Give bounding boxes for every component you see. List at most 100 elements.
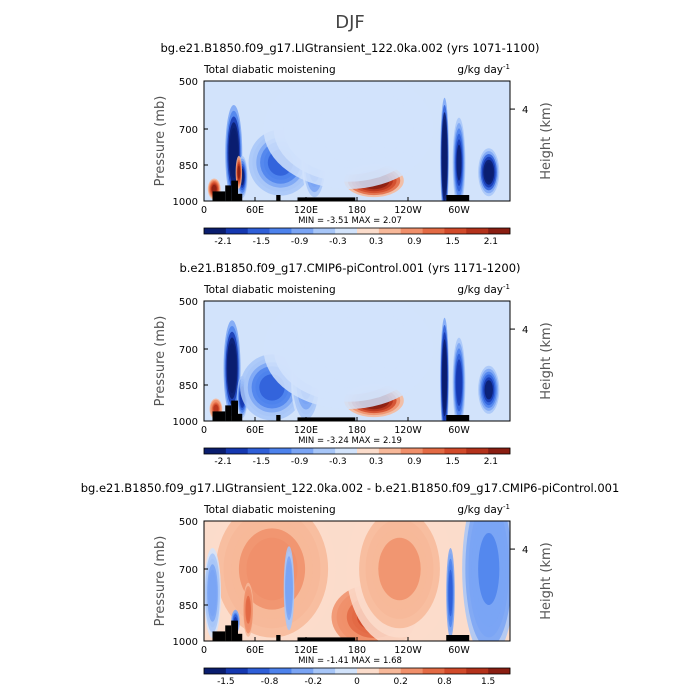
topography-block: [225, 625, 232, 641]
y-tick-label: 850: [179, 601, 198, 612]
x-tick-label: 180: [348, 425, 366, 436]
colorbar-swatch: [335, 228, 358, 234]
colorbar-swatch: [269, 228, 292, 234]
x-tick-label: 60E: [246, 425, 264, 436]
colorbar-label: 2.1: [484, 237, 498, 247]
colorbar-swatch: [422, 228, 445, 234]
colorbar-swatch: [378, 448, 402, 454]
topography-block: [238, 633, 243, 641]
y-tick-label: 700: [179, 125, 198, 136]
min-max-label: MIN = -1.41 MAX = 1.68: [298, 656, 402, 666]
topography-block: [231, 400, 238, 421]
y-tick-label: 700: [179, 565, 198, 576]
y-tick-label: 500: [179, 517, 198, 528]
x-tick-label: 120W: [394, 205, 422, 216]
min-max-label: MIN = -3.51 MAX = 2.07: [298, 216, 402, 226]
colorbar-swatch: [378, 668, 402, 674]
y2-axis-title: Height (km): [539, 322, 554, 399]
field-feature-11: [263, 81, 434, 189]
colorbar-swatch: [466, 668, 489, 674]
colorbar-swatch: [225, 448, 249, 454]
colorbar-swatch: [225, 668, 249, 674]
x-tick-label: 60W: [448, 645, 470, 656]
colorbar-swatch: [247, 228, 270, 234]
y-tick-label: 500: [179, 77, 198, 88]
x-tick-label: 120W: [394, 425, 422, 436]
panel-title: bg.e21.B1850.f09_g17.LIGtransient_122.0k…: [81, 481, 620, 495]
contour-band: [442, 133, 447, 182]
topography-block: [297, 637, 356, 641]
field-feature-10: [263, 301, 434, 409]
colorbar-swatch: [247, 448, 270, 454]
colorbar-swatch: [422, 448, 445, 454]
contour-band: [286, 571, 292, 605]
field-feature-8: [452, 337, 466, 421]
colorbar-label: 0.9: [407, 457, 422, 467]
colorbar-frame: [203, 447, 511, 455]
colorbar-swatch: [357, 668, 380, 674]
field-feature-5: [204, 548, 221, 638]
contour-band: [237, 165, 241, 179]
colorbar-label: 0.9: [407, 237, 422, 247]
season-title: DJF: [335, 12, 365, 33]
colorbar-swatch: [488, 228, 511, 234]
panel-units-label: g/kg day-1: [457, 63, 510, 76]
contour-band: [246, 599, 251, 621]
topography-block: [238, 193, 243, 201]
y-axis-title: Pressure (mb): [153, 316, 168, 407]
contour-band: [448, 575, 453, 611]
colorbar-label: 1.5: [445, 237, 459, 247]
colorbar-frame: [203, 227, 511, 235]
colorbar-swatch: [400, 668, 423, 674]
colorbar-swatch: [400, 448, 423, 454]
topography-block: [276, 635, 281, 641]
y2-axis-title: Height (km): [539, 102, 554, 179]
field-feature-8: [242, 582, 254, 637]
min-max-label: MIN = -3.24 MAX = 2.19: [298, 436, 402, 446]
x-tick-label: 60E: [246, 645, 264, 656]
colorbar-swatch: [466, 228, 489, 234]
x-tick-label: 0: [201, 425, 207, 436]
topography-block: [225, 405, 232, 421]
contour-band: [314, 325, 383, 373]
colorbar-label: 0.2: [394, 677, 408, 687]
colorbar-swatch: [488, 668, 511, 674]
field-feature-8: [440, 97, 449, 201]
colorbar-swatch: [204, 668, 227, 674]
topography-block: [212, 631, 226, 641]
x-tick-label: 180: [348, 645, 366, 656]
x-tick-label: 180: [348, 205, 366, 216]
colorbar-swatch: [488, 448, 511, 454]
colorbar-swatch: [269, 668, 292, 674]
contour-band: [378, 537, 421, 601]
colorbar-swatch: [247, 668, 270, 674]
contour-band: [314, 105, 383, 153]
contour-band: [211, 184, 217, 194]
colorbar-label: 1.5: [445, 457, 459, 467]
colorbar-label: -0.3: [329, 237, 347, 247]
x-tick-label: 120W: [394, 645, 422, 656]
contour-band: [213, 404, 219, 414]
panel-title: b.e21.B1850.f09_g17.CMIP6-piControl.001 …: [179, 261, 520, 275]
colorbar-swatch: [313, 668, 336, 674]
contour-band: [484, 380, 493, 400]
field-feature-10: [478, 148, 500, 197]
colorbar-swatch: [313, 448, 336, 454]
field: [204, 521, 510, 641]
topography-block: [231, 620, 238, 641]
field-feature-6: [446, 548, 455, 638]
colorbar-label: -0.2: [305, 677, 323, 687]
colorbar-swatch: [357, 228, 380, 234]
colorbar-swatch: [225, 228, 249, 234]
y-tick-label: 1000: [173, 417, 198, 428]
panel-title: bg.e21.B1850.f09_g17.LIGtransient_122.0k…: [160, 41, 539, 55]
x-tick-label: 120E: [294, 645, 318, 656]
x-tick-label: 120E: [294, 205, 318, 216]
topography-block: [276, 195, 281, 201]
y2-tick-label: 4: [522, 325, 528, 336]
colorbar-swatch: [444, 668, 467, 674]
y2-tick-label: 4: [522, 105, 528, 116]
colorbar-swatch: [291, 668, 314, 674]
field-feature-7: [235, 155, 243, 189]
field-feature-3: [346, 521, 453, 641]
